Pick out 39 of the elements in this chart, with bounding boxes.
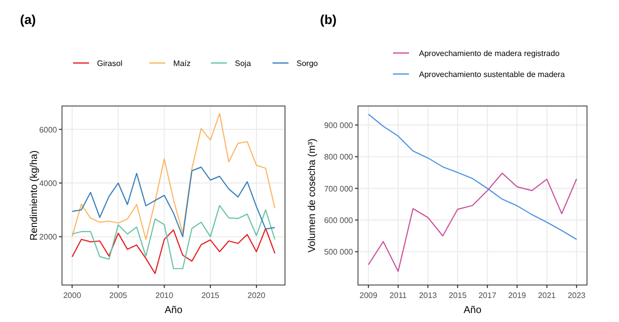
line-series — [72, 228, 276, 274]
x-tick-label: 2021 — [538, 291, 556, 300]
x-tick-label: 2020 — [248, 291, 266, 300]
y-tick-label: 500 000 — [324, 248, 354, 257]
chart-title: (a) — [20, 12, 36, 27]
y-tick-label: 900 000 — [324, 121, 354, 130]
legend-label: Soja — [234, 59, 252, 68]
x-tick-label: 2000 — [63, 291, 82, 300]
legend-label: Aprovechamiento de madera registrado — [419, 49, 560, 58]
x-tick-label: 2010 — [155, 291, 174, 300]
x-tick-label: 2015 — [448, 291, 468, 300]
y-tick-label: 700 000 — [324, 184, 354, 194]
x-tick-label: 2023 — [568, 291, 586, 300]
line-series — [368, 172, 578, 272]
line-series — [72, 166, 276, 238]
y-tick-label: 4000 — [39, 179, 58, 188]
x-tick-label: 2005 — [109, 291, 128, 300]
y-tick-label: 600 000 — [324, 216, 354, 226]
legend-label: Maíz — [173, 59, 191, 68]
x-tick-label: 2019 — [508, 291, 527, 300]
y-axis-title: Rendimiento (kg/ha) — [29, 150, 40, 241]
y-tick-label: 2000 — [39, 232, 58, 242]
x-tick-label: 2011 — [390, 291, 408, 300]
line-series — [368, 114, 578, 240]
x-tick-label: 2017 — [478, 291, 497, 300]
chart-title: (b) — [320, 12, 337, 27]
x-tick-label: 2013 — [418, 291, 438, 300]
y-axis-title: Volumen de cosecha (m³) — [307, 138, 318, 252]
legend-label: Girasol — [97, 59, 123, 68]
x-tick-label: 2015 — [201, 291, 220, 300]
x-axis-title: Año — [164, 305, 183, 316]
y-tick-label: 800 000 — [324, 152, 354, 162]
legend-label: Aprovechamiento sustentable de madera — [419, 70, 566, 79]
y-tick-label: 6000 — [39, 125, 58, 134]
line-series — [72, 112, 276, 240]
line-series — [72, 205, 276, 270]
x-axis-title: Año — [464, 305, 482, 316]
x-tick-label: 2009 — [360, 291, 378, 300]
legend-label: Sorgo — [296, 59, 318, 68]
